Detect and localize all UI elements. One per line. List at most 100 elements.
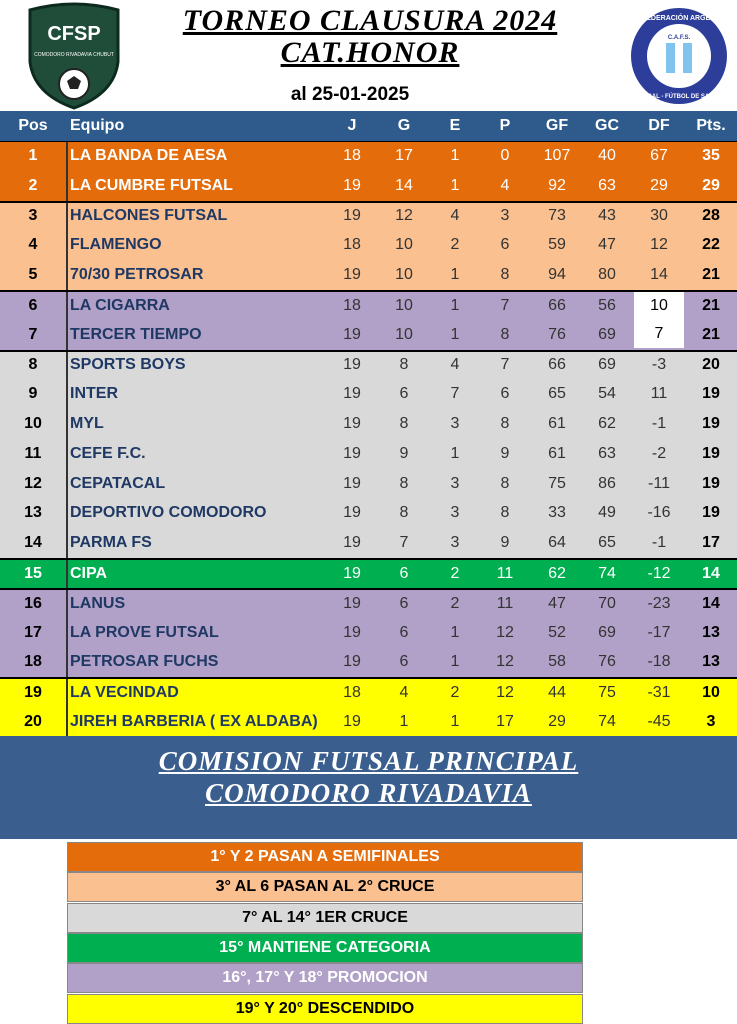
table-cell: 19 bbox=[702, 504, 720, 522]
table-cell: 19 bbox=[343, 653, 361, 671]
table-cell: 1 bbox=[450, 325, 460, 343]
team-name: MYL bbox=[70, 415, 104, 433]
table-cell: 20 bbox=[0, 707, 68, 737]
table-row: 5 70/30 PETROSAR 19 10 1 8 94 80 14 21 bbox=[0, 260, 737, 290]
table-cell: 19 bbox=[343, 623, 361, 641]
table-cell: 11 bbox=[496, 594, 514, 612]
table-cell: 12 bbox=[0, 468, 68, 499]
table-cell: 12 bbox=[496, 653, 514, 671]
table-row: 13 DEPORTIVO COMODORO 19 8 3 8 33 49 -16 19 bbox=[0, 498, 737, 529]
table-cell: 14 bbox=[395, 176, 413, 194]
table-cell: 17 bbox=[702, 534, 720, 552]
table-cell: 13 bbox=[702, 653, 720, 671]
table-cell: 22 bbox=[702, 236, 720, 254]
team-name: LA CUMBRE FUTSAL bbox=[70, 176, 233, 194]
table-cell: 19 bbox=[343, 565, 361, 583]
table-cell: 14 bbox=[650, 266, 668, 284]
team-name: LA CIGARRA bbox=[70, 296, 170, 314]
table-cell: 18 bbox=[343, 684, 361, 702]
table-cell: 29 bbox=[548, 713, 566, 731]
team-name: TERCER TIEMPO bbox=[70, 325, 202, 343]
table-cell: 1 bbox=[450, 296, 460, 314]
table-cell: 66 bbox=[548, 356, 566, 374]
table-cell: 65 bbox=[598, 534, 616, 552]
table-cell: 19 bbox=[702, 444, 720, 462]
table-cell: 70 bbox=[598, 594, 616, 612]
table-cell: 63 bbox=[598, 176, 616, 194]
table-cell: 44 bbox=[548, 684, 566, 702]
table-cell: 61 bbox=[548, 415, 566, 433]
table-cell: 12 bbox=[496, 623, 514, 641]
table-cell: 33 bbox=[548, 504, 566, 522]
table-cell: 75 bbox=[598, 684, 616, 702]
table-row: 4 FLAMENGO 18 10 2 6 59 47 12 22 bbox=[0, 230, 737, 261]
team-name: SPORTS BOYS bbox=[70, 356, 186, 374]
header-row: Pos Equipo J G E P GF GC DF Pts. bbox=[0, 111, 737, 141]
table-cell: 4 bbox=[399, 684, 409, 702]
table-cell: 1 bbox=[450, 713, 460, 731]
logo-text: CFSP bbox=[47, 23, 100, 45]
table-cell: 94 bbox=[548, 266, 566, 284]
legend-item: 16°, 17° Y 18° PROMOCION bbox=[67, 963, 583, 994]
table-row: 8 SPORTS BOYS 19 8 4 7 66 69 -3 20 bbox=[0, 349, 737, 380]
table-cell: 56 bbox=[598, 296, 616, 314]
left-logo: CFSP COMODORO RIVADAVIA CHUBUT bbox=[28, 2, 120, 110]
team-name: PETROSAR FUCHS bbox=[70, 653, 219, 671]
table-cell: 19 bbox=[343, 534, 361, 552]
table-cell: 12 bbox=[650, 236, 668, 254]
table-cell: -17 bbox=[647, 623, 671, 641]
table-cell: 47 bbox=[598, 236, 616, 254]
table-cell: -1 bbox=[651, 415, 667, 433]
logo-text: C.A.F.S. bbox=[668, 35, 691, 41]
table-row: 2 LA CUMBRE FUTSAL 19 14 1 4 92 63 29 29 bbox=[0, 170, 737, 201]
table-cell: 73 bbox=[548, 207, 566, 225]
team-name: JIREH BARBERIA ( EX ALDABA) bbox=[70, 713, 318, 731]
table-cell: 11 bbox=[496, 565, 514, 583]
table-cell: 6 bbox=[0, 292, 68, 320]
team-name: DEPORTIVO COMODORO bbox=[70, 504, 267, 522]
legend-item: 19° Y 20° DESCENDIDO bbox=[67, 993, 583, 1024]
team-name: LA PROVE FUTSAL bbox=[70, 623, 219, 641]
team-name: HALCONES FUTSAL bbox=[70, 207, 228, 225]
table-cell: 8 bbox=[399, 474, 409, 492]
table-cell: -3 bbox=[651, 356, 667, 374]
team-name: CEFE F.C. bbox=[70, 444, 146, 462]
table-cell: 0 bbox=[500, 147, 510, 165]
team-name: CEPATACAL bbox=[70, 474, 166, 492]
table-cell: 8 bbox=[500, 474, 510, 492]
table-cell: 10 bbox=[702, 684, 720, 702]
table-cell: 29 bbox=[702, 176, 720, 194]
column-header: J bbox=[347, 117, 357, 134]
table-cell: 28 bbox=[702, 207, 720, 225]
table-row: 3 HALCONES FUTSAL 19 12 4 3 73 43 30 28 bbox=[0, 200, 737, 231]
table-cell: 19 bbox=[343, 176, 361, 194]
table-cell: 29 bbox=[650, 176, 668, 194]
table-cell: 65 bbox=[548, 385, 566, 403]
table-row: 12 CEPATACAL 19 8 3 8 75 86 -11 19 bbox=[0, 468, 737, 499]
column-header: P bbox=[499, 117, 511, 134]
table-cell: 3 bbox=[500, 207, 510, 225]
table-cell: 6 bbox=[399, 565, 409, 583]
table-cell: 62 bbox=[548, 565, 566, 583]
logo-text: FUTSAL - FÚTBOL DE SALÓN bbox=[636, 92, 722, 100]
table-cell: 7 bbox=[500, 296, 510, 314]
table-cell: 69 bbox=[598, 356, 616, 374]
table-cell: 4 bbox=[500, 176, 510, 194]
team-name: INTER bbox=[70, 385, 118, 403]
table-row: 14 PARMA FS 19 7 3 9 64 65 -1 17 bbox=[0, 528, 737, 559]
table-cell: 4 bbox=[450, 356, 460, 374]
table-cell: 10 bbox=[395, 266, 413, 284]
table-cell: 7 bbox=[399, 534, 409, 552]
table-cell: 75 bbox=[548, 474, 566, 492]
table-cell: 64 bbox=[548, 534, 566, 552]
table-cell: 8 bbox=[399, 356, 409, 374]
table-cell: 2 bbox=[450, 236, 460, 254]
table-row: 1 LA BANDA DE AESA 18 17 1 0 107 40 67 35 bbox=[0, 141, 737, 171]
table-cell: 18 bbox=[343, 236, 361, 254]
table-cell: 54 bbox=[598, 385, 616, 403]
legend-item: 7° AL 14° 1ER CRUCE bbox=[67, 902, 583, 933]
table-cell: -16 bbox=[647, 504, 671, 522]
column-header: E bbox=[449, 117, 461, 134]
table-cell: 8 bbox=[0, 351, 68, 380]
